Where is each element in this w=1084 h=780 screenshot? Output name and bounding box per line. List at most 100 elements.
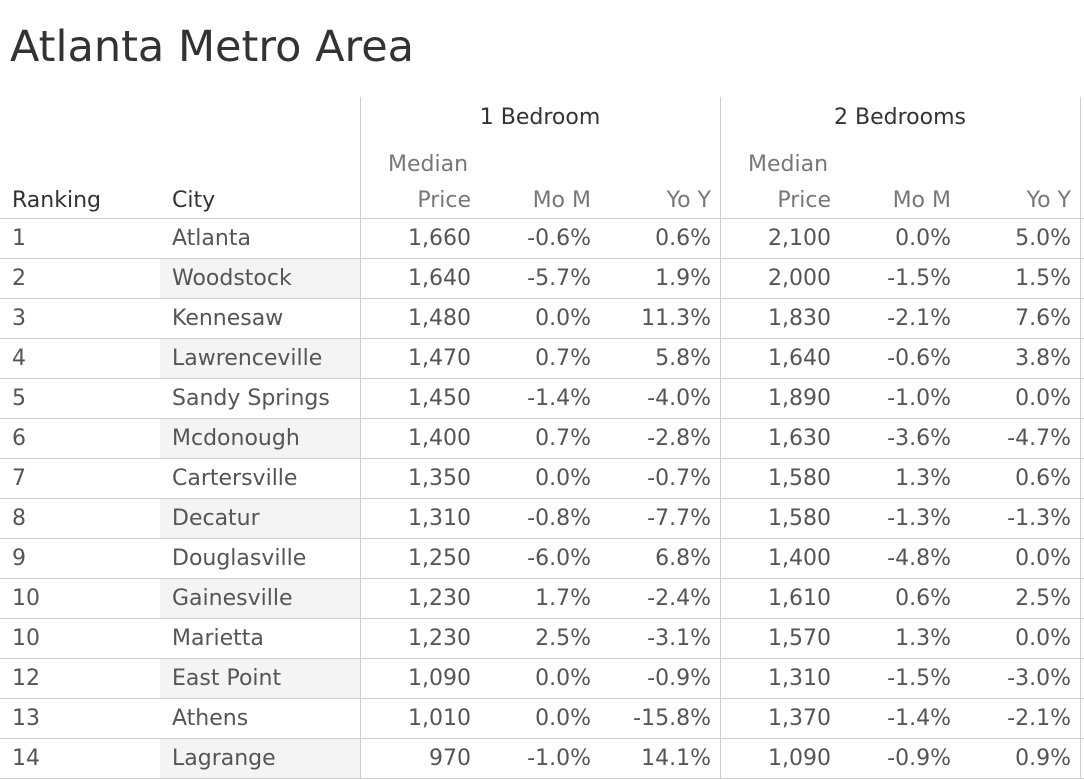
cell-2br-yoy: 3.8% [1015,346,1071,371]
cell-2br-mom: -1.5% [887,266,951,291]
cell-city: Douglasville [172,546,307,571]
cell-2br-mom: -3.6% [887,426,951,451]
cell-city: Atlanta [172,226,251,251]
cell-city: Sandy Springs [172,386,330,411]
cell-2br-mom: -2.1% [887,306,951,331]
row-divider [0,618,1084,619]
cell-1br-yoy: -0.7% [647,466,711,491]
page-title: Atlanta Metro Area [10,22,415,72]
cell-city: Kennesaw [172,306,284,331]
header-ranking: Ranking [12,188,101,213]
table-row: 13 Athens 1,010 0.0% -15.8% 1,370 -1.4% -2.1% [0,699,1084,739]
cell-1br-mom: 1.7% [535,586,591,611]
cell-1br-yoy: 1.9% [655,266,711,291]
cell-1br-median-price: 1,640 [408,266,471,291]
cell-2br-mom: 0.0% [895,226,951,251]
cell-city: Lagrange [172,746,276,771]
cell-1br-median-price: 970 [429,746,471,771]
row-divider [0,458,1084,459]
table-row: 14 Lagrange 970 -1.0% 14.1% 1,090 -0.9% 0.9% [0,739,1084,779]
cell-1br-yoy: -0.9% [647,666,711,691]
cell-ranking: 12 [12,666,40,691]
header-1br-mom: Mo M [532,188,591,213]
cell-2br-yoy: 7.6% [1015,306,1071,331]
table-row: 12 East Point 1,090 0.0% -0.9% 1,310 -1.5% -3.0… [0,659,1084,699]
cell-1br-yoy: -2.4% [647,586,711,611]
cell-1br-mom: -6.0% [527,546,591,571]
cell-1br-yoy: 6.8% [655,546,711,571]
row-divider [0,698,1084,699]
cell-2br-median-price: 1,400 [768,546,831,571]
table-row: 9 Douglasville 1,250 -6.0% 6.8% 1,400 -4.8% 0.0… [0,539,1084,579]
header-2br-median: Median [748,152,829,177]
table-row: 7 Cartersville 1,350 0.0% -0.7% 1,580 1.3% 0.6% [0,459,1084,499]
table-row: 4 Lawrenceville 1,470 0.7% 5.8% 1,640 -0.6% 3.8… [0,339,1084,379]
row-stripe [160,419,360,459]
cell-city: Woodstock [172,266,292,291]
cell-1br-mom: 0.0% [535,666,591,691]
cell-1br-mom: 0.7% [535,426,591,451]
cell-ranking: 5 [12,386,26,411]
cell-2br-mom: -0.6% [887,346,951,371]
row-divider [0,738,1084,739]
cell-1br-mom: 0.7% [535,346,591,371]
cell-1br-mom: -0.8% [527,506,591,531]
cell-1br-mom: -0.6% [527,226,591,251]
row-divider [0,538,1084,539]
row-divider [0,338,1084,339]
cell-1br-mom: -5.7% [527,266,591,291]
cell-1br-mom: 2.5% [535,626,591,651]
cell-ranking: 4 [12,346,26,371]
cell-1br-yoy: 5.8% [655,346,711,371]
cell-1br-yoy: 0.6% [655,226,711,251]
cell-ranking: 3 [12,306,26,331]
cell-2br-median-price: 2,000 [768,266,831,291]
cell-city: Gainesville [172,586,293,611]
cell-2br-median-price: 1,610 [768,586,831,611]
header-rule [0,218,1084,219]
cell-2br-yoy: 1.5% [1015,266,1071,291]
header-1br-median: Median [388,152,469,177]
divider-right-edge [1080,97,1081,778]
table-row: 5 Sandy Springs 1,450 -1.4% -4.0% 1,890 -1.0% 0… [0,379,1084,419]
cell-2br-yoy: 5.0% [1015,226,1071,251]
cell-1br-median-price: 1,660 [408,226,471,251]
cell-2br-mom: -1.5% [887,666,951,691]
cell-2br-yoy: -3.0% [1007,666,1071,691]
cell-1br-median-price: 1,350 [408,466,471,491]
cell-city: Marietta [172,626,264,651]
cell-1br-median-price: 1,230 [408,586,471,611]
header-1br-price: Price [417,188,471,213]
cell-1br-median-price: 1,010 [408,706,471,731]
cell-2br-mom: -1.4% [887,706,951,731]
row-stripe [160,659,360,699]
cell-2br-median-price: 1,830 [768,306,831,331]
cell-2br-median-price: 2,100 [768,226,831,251]
group-header-1-bedroom: 1 Bedroom [479,105,601,130]
cell-1br-median-price: 1,450 [408,386,471,411]
cell-1br-yoy: -7.7% [647,506,711,531]
cell-city: Athens [172,706,249,731]
cell-1br-yoy: -15.8% [633,706,711,731]
cell-2br-mom: -4.8% [887,546,951,571]
cell-2br-yoy: 0.0% [1015,626,1071,651]
cell-ranking: 10 [12,626,40,651]
cell-1br-yoy: 11.3% [641,306,711,331]
cell-1br-median-price: 1,400 [408,426,471,451]
cell-2br-median-price: 1,310 [768,666,831,691]
cell-ranking: 13 [12,706,40,731]
cell-ranking: 6 [12,426,26,451]
cell-1br-median-price: 1,090 [408,666,471,691]
cell-2br-median-price: 1,580 [768,466,831,491]
group-header-2-bedrooms: 2 Bedrooms [834,105,966,130]
cell-2br-mom: 1.3% [895,466,951,491]
cell-2br-mom: -1.3% [887,506,951,531]
row-stripe [160,259,360,299]
cell-city: East Point [172,666,282,691]
cell-1br-mom: 0.0% [535,466,591,491]
row-divider [0,378,1084,379]
cell-2br-median-price: 1,570 [768,626,831,651]
cell-2br-yoy: -2.1% [1007,706,1071,731]
cell-1br-median-price: 1,250 [408,546,471,571]
row-divider [0,418,1084,419]
